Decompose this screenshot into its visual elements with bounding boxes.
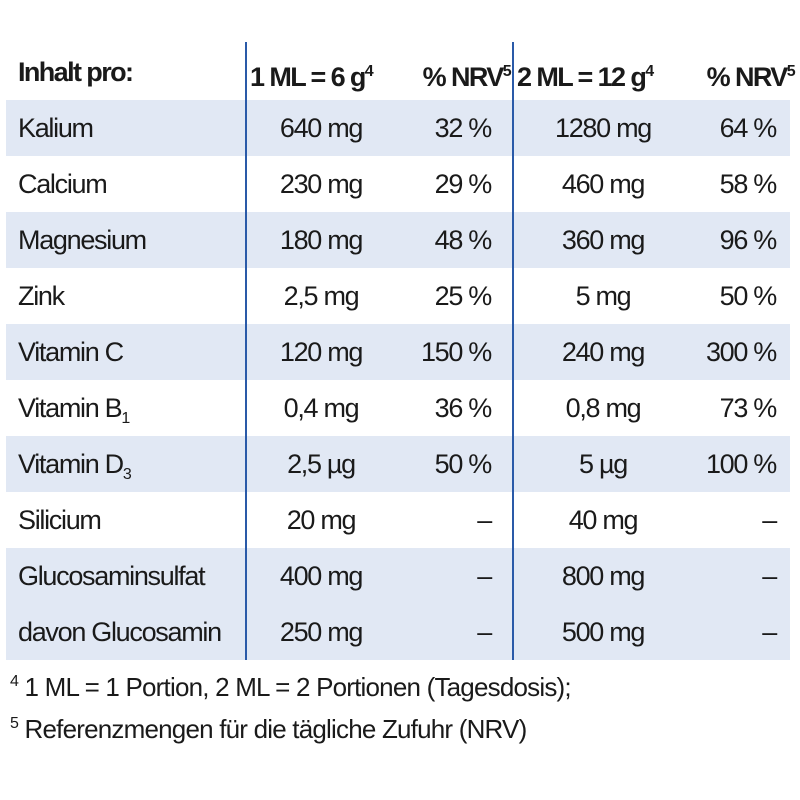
amount-1ml: 2,5 mg: [283, 281, 360, 311]
nutrient-name: Calcium: [18, 169, 108, 199]
nrv-2ml: 100 %: [705, 449, 777, 479]
nutrient-name: Glucosaminsulfat: [18, 561, 206, 591]
nutrient-name: Kalium: [18, 113, 94, 143]
nrv-2ml: 58 %: [719, 169, 778, 199]
table-row: davon Glucosamin 250 mg – 500 mg –: [6, 604, 790, 660]
nrv-2ml: –: [762, 505, 777, 535]
amount-2ml: 5 µg: [579, 449, 628, 479]
table-row: Zink 2,5 mg 25 % 5 mg 50 %: [6, 268, 790, 324]
amount-1ml: 180 mg: [279, 225, 364, 255]
nrv-2ml: 64 %: [719, 113, 778, 143]
nrv-2ml: –: [762, 617, 777, 647]
nutrient-name: Vitamin C: [18, 337, 124, 367]
nrv-2ml: –: [762, 561, 777, 591]
nrv-1ml: 29 %: [434, 169, 493, 199]
amount-2ml: 0,8 mg: [565, 393, 642, 423]
nutrient-name: davon Glucosamin: [18, 617, 222, 647]
nutrient-name: Vitamin D3: [18, 449, 132, 483]
nrv-1ml: 50 %: [434, 449, 493, 479]
nrv-1ml: –: [477, 561, 492, 591]
table-row: Silicium 20 mg – 40 mg –: [6, 492, 790, 548]
nrv-1ml: 25 %: [434, 281, 493, 311]
amount-1ml: 2,5 µg: [287, 449, 356, 479]
header-label: Inhalt pro:: [18, 57, 134, 87]
amount-2ml: 500 mg: [561, 617, 646, 647]
header-col4: % NRV5: [706, 62, 796, 92]
amount-2ml: 240 mg: [561, 337, 646, 367]
amount-2ml: 360 mg: [561, 225, 646, 255]
amount-2ml: 5 mg: [575, 281, 632, 311]
column-divider: [245, 42, 247, 660]
amount-1ml: 640 mg: [279, 113, 364, 143]
table-row: Calcium 230 mg 29 % 460 mg 58 %: [6, 156, 790, 212]
table-row: Vitamin B1 0,4 mg 36 % 0,8 mg 73 %: [6, 380, 790, 436]
table-row: Glucosaminsulfat 400 mg – 800 mg –: [6, 548, 790, 604]
amount-2ml: 40 mg: [568, 505, 639, 535]
amount-2ml: 1280 mg: [555, 113, 652, 143]
nrv-1ml: –: [477, 617, 492, 647]
header-col3: 2 ML = 12 g4: [517, 62, 654, 92]
amount-1ml: 230 mg: [279, 169, 364, 199]
nutrient-name: Vitamin B1: [18, 393, 130, 427]
amount-2ml: 800 mg: [561, 561, 646, 591]
table-header: Inhalt pro: 1 ML = 6 g4 % NRV5 2 ML = 12…: [6, 44, 796, 100]
nrv-2ml: 50 %: [719, 281, 778, 311]
nrv-2ml: 73 %: [719, 393, 778, 423]
nrv-1ml: 150 %: [420, 337, 492, 367]
header-col2: % NRV5: [422, 62, 512, 92]
amount-2ml: 460 mg: [561, 169, 646, 199]
nrv-1ml: 48 %: [434, 225, 493, 255]
nutrient-name: Silicium: [18, 505, 102, 535]
nrv-2ml: 300 %: [705, 337, 777, 367]
nrv-1ml: –: [477, 505, 492, 535]
footnote-4: 4 1 ML = 1 Portion, 2 ML = 2 Portionen (…: [10, 672, 572, 702]
amount-1ml: 400 mg: [279, 561, 364, 591]
nrv-2ml: 96 %: [719, 225, 778, 255]
table-row: Vitamin D3 2,5 µg 50 % 5 µg 100 %: [6, 436, 790, 492]
nutrient-name: Magnesium: [18, 225, 147, 255]
nrv-1ml: 32 %: [434, 113, 493, 143]
table-row: Vitamin C 120 mg 150 % 240 mg 300 %: [6, 324, 790, 380]
column-divider: [512, 42, 514, 660]
amount-1ml: 0,4 mg: [283, 393, 360, 423]
amount-1ml: 120 mg: [279, 337, 364, 367]
amount-1ml: 20 mg: [286, 505, 357, 535]
table-row: Magnesium 180 mg 48 % 360 mg 96 %: [6, 212, 790, 268]
header-col1: 1 ML = 6 g4: [250, 62, 374, 92]
nutrient-name: Zink: [18, 281, 65, 311]
amount-1ml: 250 mg: [279, 617, 364, 647]
footnote-5: 5 Referenzmengen für die tägliche Zufuhr…: [10, 714, 527, 744]
nrv-1ml: 36 %: [434, 393, 493, 423]
table-row: Kalium 640 mg 32 % 1280 mg 64 %: [6, 100, 790, 156]
